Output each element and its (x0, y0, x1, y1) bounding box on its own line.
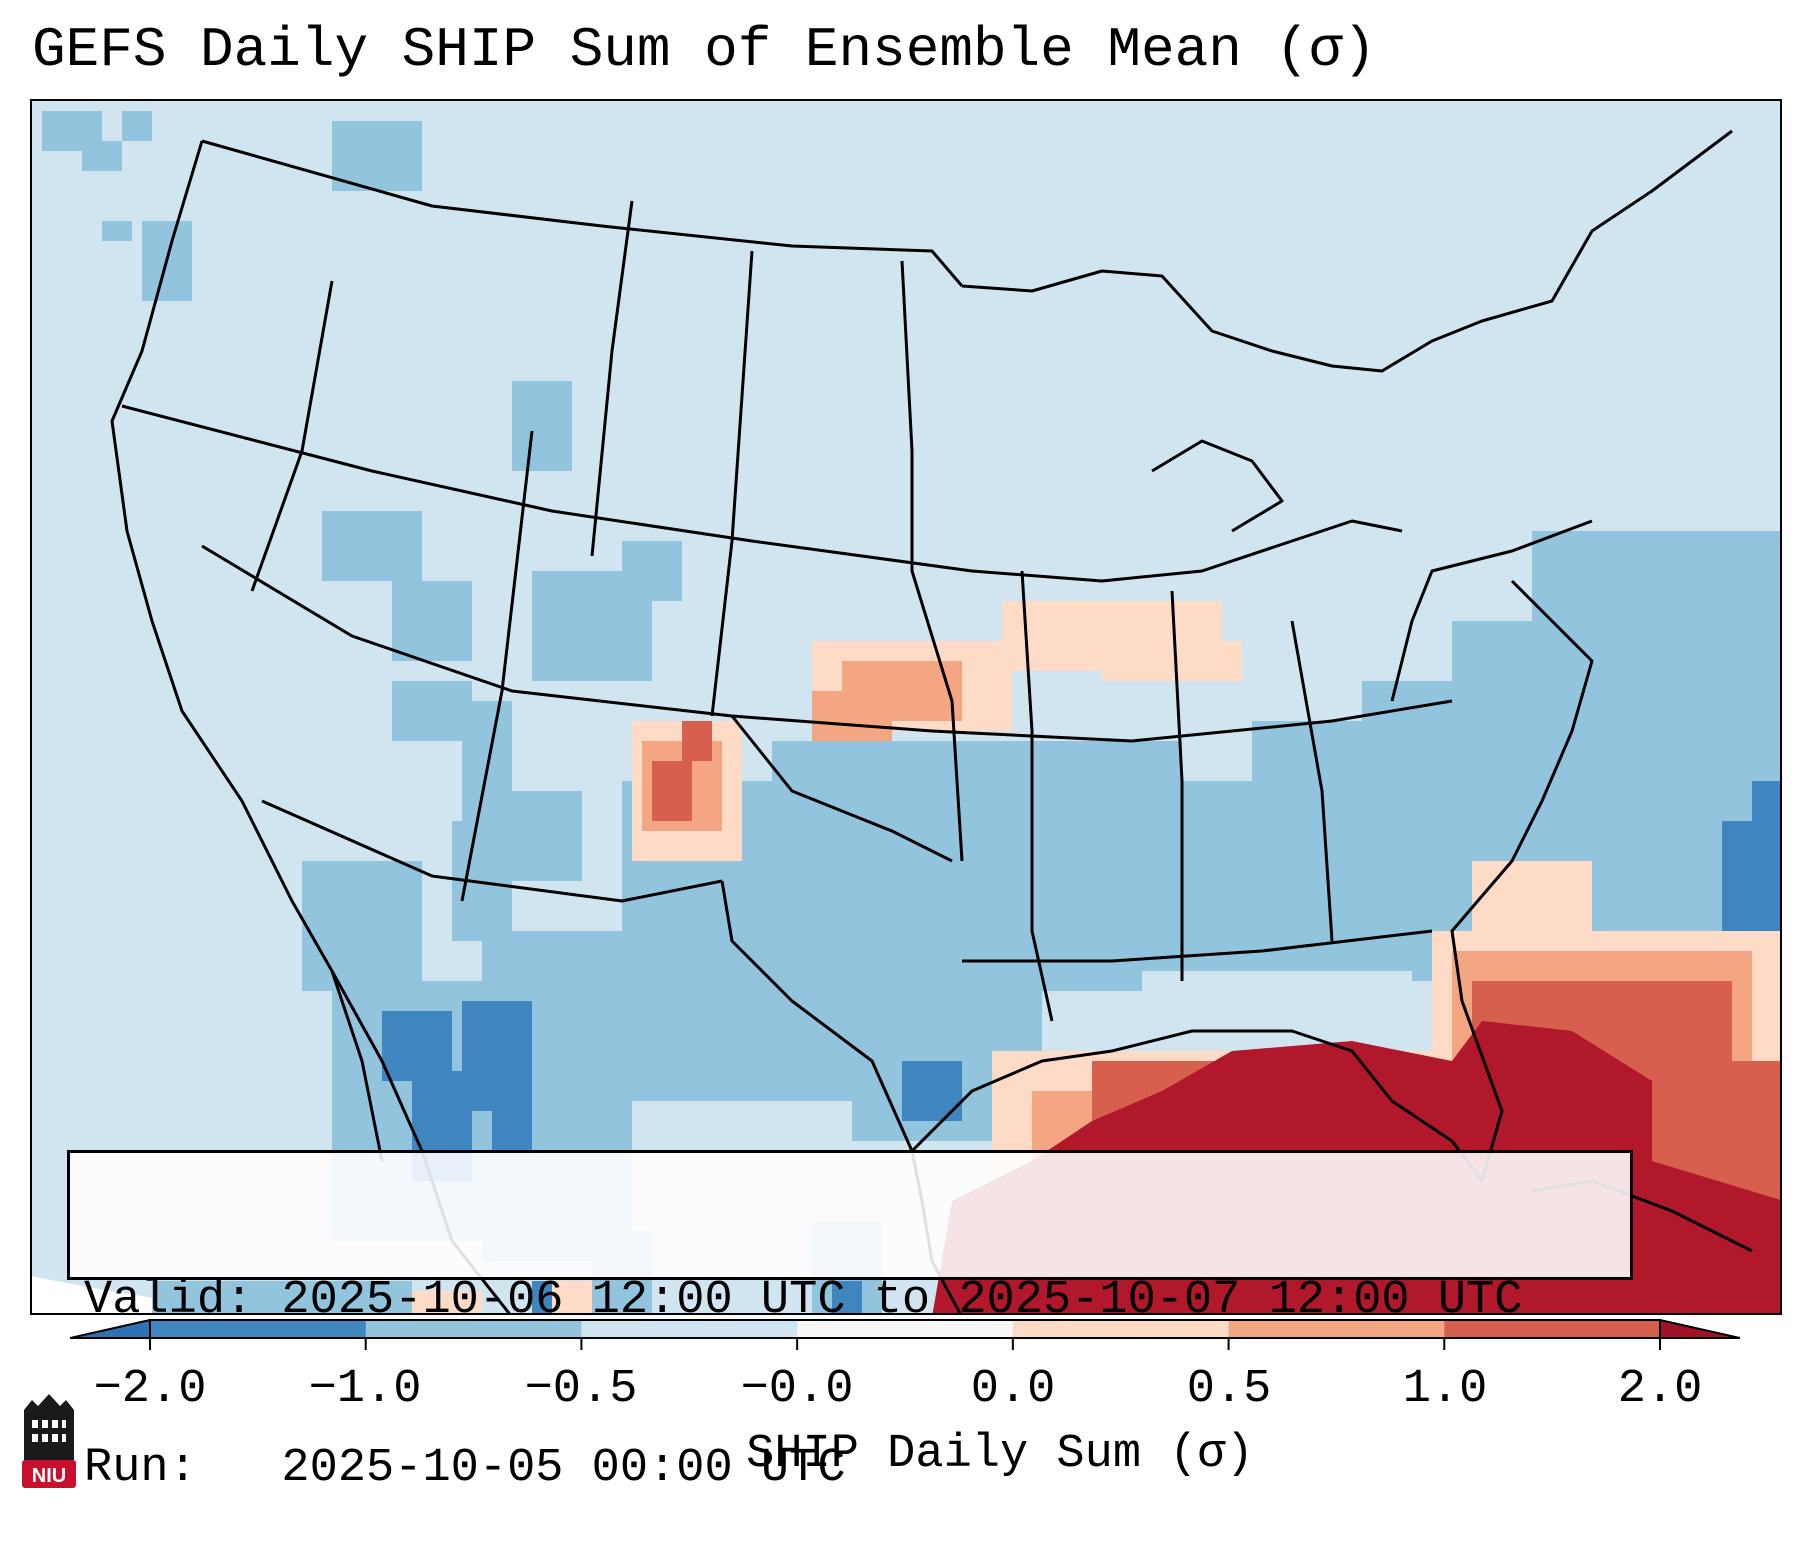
map-title: GEFS Daily SHIP Sum of Ensemble Mean (σ) (32, 18, 1377, 82)
colorbar-label: SHIP Daily Sum (σ) (746, 1428, 1254, 1481)
colorbar-segment (1228, 1320, 1445, 1338)
ship-map (32, 101, 1780, 1313)
colorbar-segment (365, 1320, 582, 1338)
tick-label: −0.0 (740, 1363, 854, 1416)
tick-label: −2.0 (93, 1363, 207, 1416)
validity-info-box: Valid: 2025-10-06 12:00 UTC to 2025-10-0… (67, 1150, 1633, 1495)
colorbar-segment (581, 1320, 798, 1338)
projection-edge (32, 1276, 282, 1313)
niu-logo-text: NIU (32, 1465, 66, 1487)
colorbar-segment (1012, 1320, 1230, 1338)
tick-label: 0.0 (970, 1363, 1056, 1416)
tick-label: −0.5 (524, 1363, 638, 1416)
valid-time-text: Valid: 2025-10-06 12:00 UTC to 2025-10-0… (84, 1274, 1523, 1327)
colorbar-segment (797, 1320, 1014, 1338)
map-panel (30, 99, 1782, 1315)
colorbar-segments (150, 1320, 1661, 1338)
colorbar-segment (1444, 1320, 1661, 1338)
colorbar-segment (150, 1320, 367, 1338)
colorbar-min-extension (70, 1318, 151, 1339)
colorbar-max-extension (1659, 1318, 1740, 1339)
colorbar-outline (149, 1319, 1661, 1339)
tick-label: 2.0 (1617, 1363, 1703, 1416)
run-time-text: Run: 2025-10-05 00:00 UTC (84, 1442, 846, 1495)
tick-label: 0.5 (1186, 1363, 1272, 1416)
tick-label: 1.0 (1402, 1363, 1488, 1416)
colorbar-ticks (149, 1338, 1661, 1350)
colorbar (70, 1318, 1740, 1350)
tick-label: −1.0 (308, 1363, 422, 1416)
niu-logo: NIU (22, 1394, 76, 1488)
